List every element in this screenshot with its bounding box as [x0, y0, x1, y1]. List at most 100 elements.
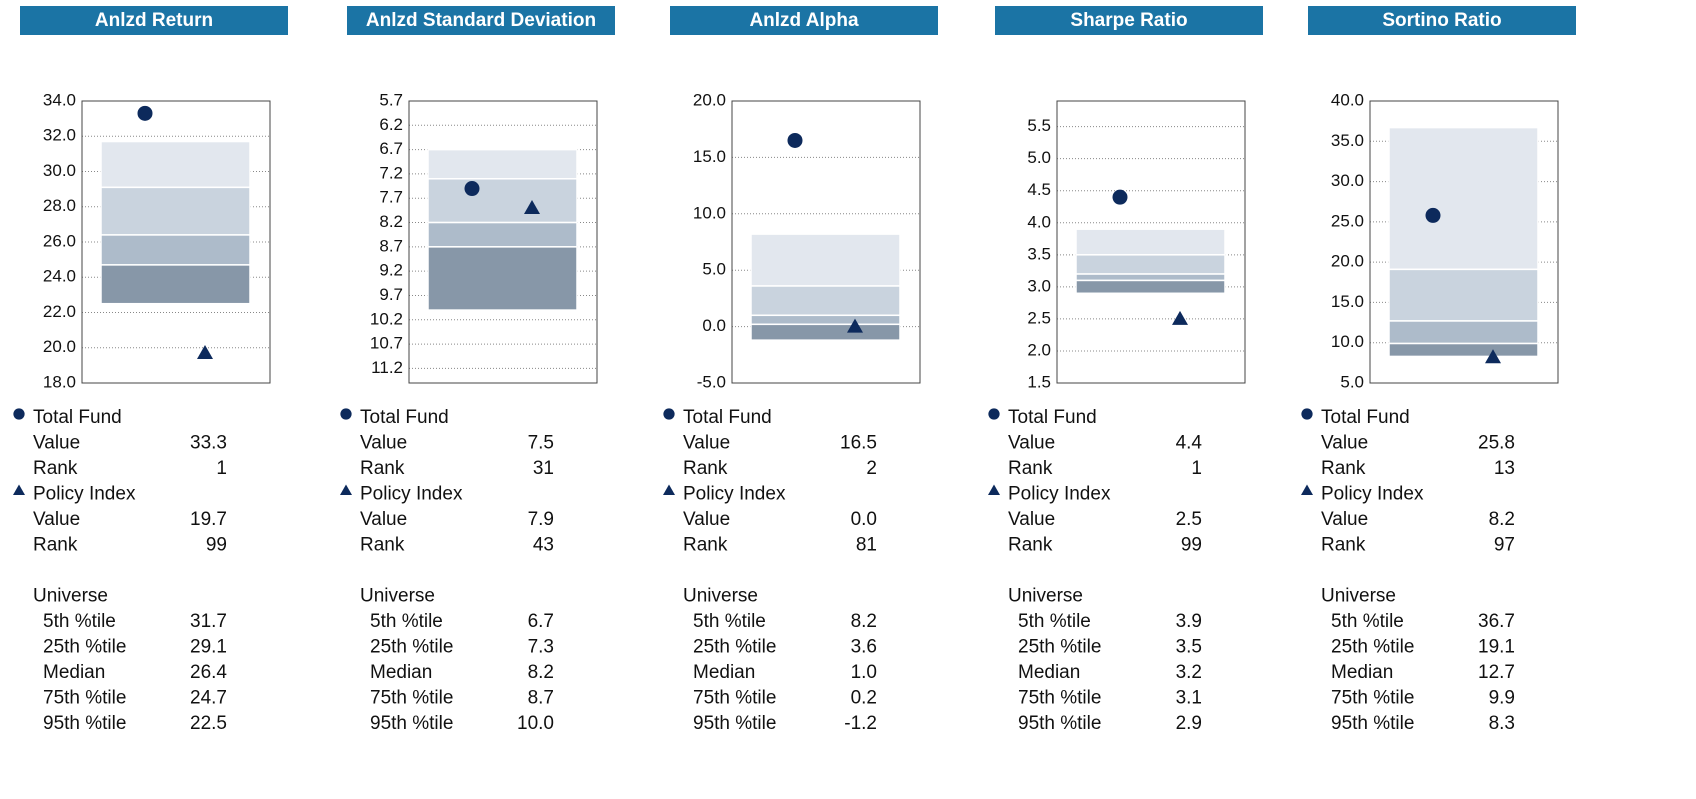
value-label: 4.4	[1176, 433, 1203, 454]
rank-label: 1	[216, 458, 227, 479]
value-label: 33.3	[190, 433, 227, 454]
percentile-label: 75th %tile	[693, 688, 776, 709]
percentile-label: Median	[693, 662, 755, 683]
percentile-label: Median	[1331, 662, 1393, 683]
y-tick-label: 24.0	[43, 267, 76, 286]
row-label: Value	[360, 509, 407, 530]
legend-label: Total Fund	[33, 407, 122, 428]
y-tick-label: 15.0	[693, 147, 726, 166]
fund-marker	[137, 105, 153, 121]
y-tick-label: 30.0	[1331, 171, 1364, 190]
y-tick-label: 5.0	[1340, 372, 1364, 391]
percentile-band	[1388, 342, 1539, 358]
percentile-band	[427, 221, 578, 248]
policy-marker	[988, 484, 1000, 495]
y-tick-label: 20.0	[43, 337, 76, 356]
percentile-value: -1.2	[844, 713, 877, 734]
percentile-band	[100, 140, 251, 189]
y-tick-label: 25.0	[1331, 211, 1364, 230]
percentile-band	[1075, 279, 1226, 295]
percentile-value: 3.2	[1176, 662, 1202, 683]
legend-label: Total Fund	[683, 407, 772, 428]
percentile-label: 95th %tile	[370, 713, 453, 734]
plot-frame	[81, 100, 271, 384]
y-tick-label: 22.0	[43, 302, 76, 321]
value-label: 16.5	[840, 433, 877, 454]
fund-marker	[340, 408, 352, 420]
y-tick-label: 5.0	[1027, 148, 1051, 167]
percentile-value: 24.7	[190, 688, 227, 709]
percentile-value: 31.7	[190, 611, 227, 632]
universe-label: Universe	[33, 586, 108, 607]
rank-label: 31	[533, 458, 554, 479]
percentile-label: 25th %tile	[1018, 637, 1101, 658]
y-tick-label: 26.0	[43, 231, 76, 250]
row-label: Rank	[1008, 535, 1053, 556]
legend-label: Policy Index	[683, 484, 786, 505]
y-tick-label: 2.0	[1027, 340, 1051, 359]
percentile-label: 95th %tile	[1018, 713, 1101, 734]
percentile-band	[750, 323, 901, 341]
chart-title: Sortino Ratio	[1382, 10, 1501, 31]
y-tick-label: 20.0	[1331, 252, 1364, 271]
universe-label: Universe	[360, 586, 435, 607]
row-label: Value	[1008, 433, 1055, 454]
percentile-value: 36.7	[1478, 611, 1515, 632]
chart-title: Anlzd Alpha	[749, 10, 858, 31]
percentile-label: 5th %tile	[370, 611, 443, 632]
percentile-value: 8.2	[528, 662, 554, 683]
row-label: Value	[683, 433, 730, 454]
percentile-band	[1075, 254, 1226, 275]
percentile-label: 95th %tile	[1331, 713, 1414, 734]
percentile-label: 25th %tile	[43, 637, 126, 658]
policy-marker	[197, 345, 213, 360]
y-tick-label: 28.0	[43, 196, 76, 215]
rank-label: 97	[1494, 535, 1515, 556]
legend-label: Total Fund	[360, 407, 449, 428]
y-tick-label: 5.0	[702, 260, 726, 279]
percentile-label: 95th %tile	[693, 713, 776, 734]
legend-label: Policy Index	[1008, 484, 1111, 505]
chart-title: Anlzd Return	[95, 10, 213, 31]
percentile-value: 3.5	[1176, 637, 1202, 658]
y-tick-label: 10.0	[693, 203, 726, 222]
fund-marker	[13, 408, 25, 420]
percentile-label: 75th %tile	[1331, 688, 1414, 709]
percentile-value: 12.7	[1478, 662, 1515, 683]
plot-frame	[731, 100, 921, 384]
y-tick-label: 5.7	[379, 90, 403, 109]
percentile-label: 25th %tile	[1331, 637, 1414, 658]
y-tick-label: 8.2	[379, 212, 403, 231]
y-tick-label: 2.5	[1027, 308, 1051, 327]
row-label: Value	[33, 433, 80, 454]
row-label: Rank	[683, 458, 728, 479]
y-tick-label: 35.0	[1331, 131, 1364, 150]
y-tick-label: 10.2	[370, 309, 403, 328]
percentile-label: 5th %tile	[1018, 611, 1091, 632]
universe-label: Universe	[683, 586, 758, 607]
row-label: Value	[683, 509, 730, 530]
percentile-label: Median	[1018, 662, 1080, 683]
percentile-value: 8.2	[851, 611, 877, 632]
percentile-band	[750, 285, 901, 317]
rank-label: 2	[866, 458, 877, 479]
y-tick-label: 1.5	[1027, 372, 1051, 391]
row-label: Value	[1008, 509, 1055, 530]
row-label: Rank	[1321, 535, 1366, 556]
percentile-label: Median	[43, 662, 105, 683]
title-bar	[347, 6, 615, 35]
percentile-value: 3.1	[1176, 688, 1202, 709]
policy-marker	[847, 318, 863, 333]
policy-marker	[13, 484, 25, 495]
y-tick-label: 10.7	[370, 334, 403, 353]
y-tick-label: 5.5	[1027, 116, 1051, 135]
row-label: Value	[33, 509, 80, 530]
rank-label: 99	[1181, 535, 1202, 556]
percentile-value: 26.4	[190, 662, 227, 683]
percentile-value: 0.2	[851, 688, 877, 709]
value-label: 25.8	[1478, 433, 1515, 454]
title-bar	[1308, 6, 1576, 35]
percentile-value: 19.1	[1478, 637, 1515, 658]
y-tick-label: 0.0	[702, 316, 726, 335]
